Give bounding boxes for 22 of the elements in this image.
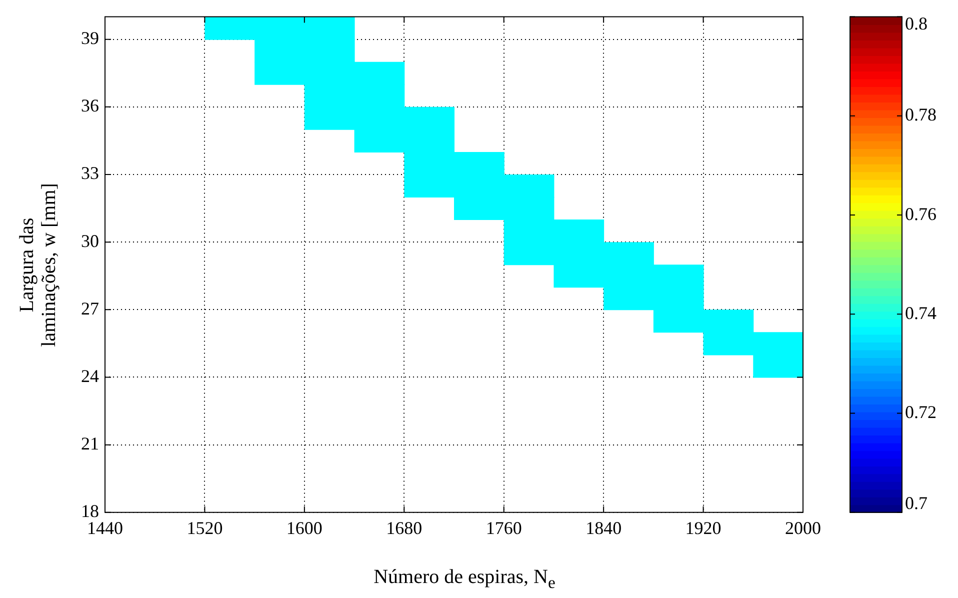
y-tick-label: 36 [81, 96, 99, 116]
x-tick-label: 1920 [685, 518, 722, 538]
color-bar-label: 0.72 [905, 402, 936, 422]
x-tick-label: 2000 [785, 518, 821, 538]
x-tick-label: 1600 [286, 518, 322, 538]
x-tick-label: 1840 [586, 518, 622, 538]
color-bar-label: 0.74 [905, 302, 936, 323]
y-tick-label: 21 [81, 434, 99, 454]
y-tick-label: 27 [81, 298, 99, 318]
x-tick-label: 1760 [486, 518, 522, 538]
x-tick-label: 1680 [386, 518, 422, 538]
y-tick-label: 39 [81, 28, 99, 48]
color-bar-label: 0.8 [905, 14, 928, 34]
color-bar-label: 0.7 [905, 493, 928, 514]
x-tick-label: 1520 [186, 518, 223, 538]
color-bar-label: 0.76 [905, 204, 936, 224]
y-tick-label: 24 [81, 366, 99, 386]
x-axis-title: Número de espiras, N$_{e}$ [372, 566, 556, 593]
y-tick-label: 30 [81, 230, 99, 251]
y-tick-label: 33 [81, 163, 99, 184]
y-axis-title: Largura das laminações, w [mm] [16, 182, 60, 349]
color-bar-label: 0.78 [905, 104, 936, 125]
